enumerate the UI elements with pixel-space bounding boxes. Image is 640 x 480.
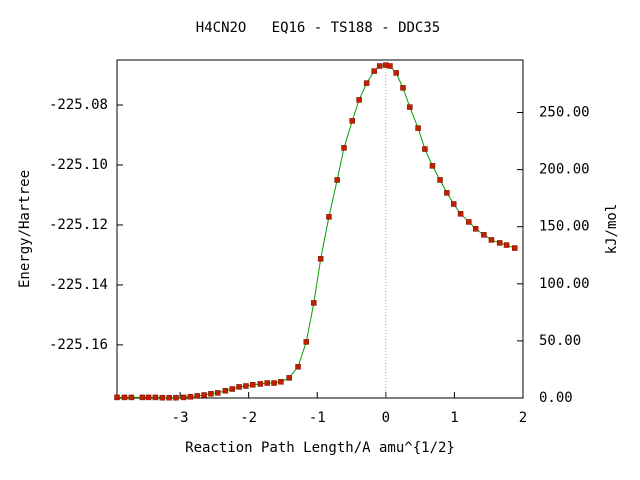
point-marker (429, 163, 436, 169)
x-axis-label: Reaction Path Length/A amu^{1/2} (185, 440, 455, 456)
point-marker (422, 146, 428, 152)
point-marker (334, 177, 340, 183)
energy-line (117, 64, 515, 399)
point-marker (271, 380, 277, 386)
point-marker (201, 392, 207, 398)
point-marker (311, 300, 317, 306)
point-marker (488, 237, 495, 243)
point-marker (208, 391, 214, 397)
point-marker (317, 256, 324, 262)
point-marker (180, 394, 187, 401)
point-marker (278, 379, 284, 385)
x-tick-label: 0 (382, 410, 390, 426)
point-marker (264, 380, 270, 386)
point-marker (326, 214, 332, 220)
y2-tick-label: 150.00 (539, 219, 590, 235)
point-marker (496, 240, 503, 246)
point-marker (457, 211, 464, 217)
point-marker (243, 383, 249, 389)
point-marker (187, 394, 194, 400)
point-marker (387, 63, 393, 69)
point-marker (152, 394, 159, 401)
point-marker (472, 226, 479, 232)
point-marker (466, 219, 472, 225)
point-marker (400, 85, 406, 91)
point-marker (371, 68, 377, 74)
point-marker (250, 382, 256, 388)
point-marker (512, 245, 518, 251)
point-marker (503, 242, 510, 248)
point-marker (159, 394, 166, 401)
point-marker (415, 125, 421, 131)
point-marker (114, 394, 120, 401)
point-marker (393, 70, 399, 76)
point-marker (356, 97, 362, 103)
point-marker (444, 190, 450, 196)
y2-tick-label: 50.00 (539, 333, 581, 349)
y-tick-label: -225.08 (49, 97, 108, 113)
y-tick-label: -225.12 (49, 217, 108, 233)
point-marker (139, 394, 146, 401)
plot-frame (116, 59, 524, 399)
x-tick-label: -1 (309, 410, 326, 426)
point-marker (236, 384, 242, 390)
y-tick-label: -225.10 (49, 157, 108, 173)
y2-tick-label: 0.00 (539, 390, 573, 406)
point-marker (295, 364, 301, 370)
point-marker (363, 80, 370, 86)
point-marker (257, 381, 264, 387)
point-marker (166, 394, 172, 401)
point-marker (341, 145, 347, 151)
y2-tick-label: 250.00 (539, 105, 590, 121)
y-tick-label: -225.16 (49, 337, 108, 353)
point-marker (450, 201, 457, 207)
point-marker (229, 386, 235, 392)
point-marker (303, 339, 310, 345)
point-marker (481, 232, 487, 238)
y-tick-label: -225.14 (49, 277, 108, 293)
point-marker (407, 104, 413, 110)
point-marker (128, 394, 135, 401)
point-marker (145, 394, 152, 401)
point-marker (215, 390, 221, 396)
x-tick-label: -3 (172, 410, 189, 426)
point-marker (286, 375, 292, 381)
y-axis-label: Energy/Hartree (17, 170, 33, 288)
x-tick-label: 2 (519, 410, 527, 426)
point-marker (376, 63, 383, 69)
y2-tick-label: 100.00 (539, 276, 590, 292)
point-marker (349, 118, 355, 124)
point-marker (173, 394, 179, 401)
point-marker (222, 388, 229, 394)
point-marker (437, 177, 443, 183)
y2-tick-label: 200.00 (539, 162, 590, 178)
chart-title: H4CN2O EQ16 - TS188 - DDC35 (196, 20, 440, 36)
y2-axis-label: kJ/mol (604, 204, 620, 255)
x-tick-label: -2 (240, 410, 257, 426)
x-tick-label: 1 (450, 410, 458, 426)
point-marker (121, 394, 128, 401)
point-marker (194, 393, 200, 399)
